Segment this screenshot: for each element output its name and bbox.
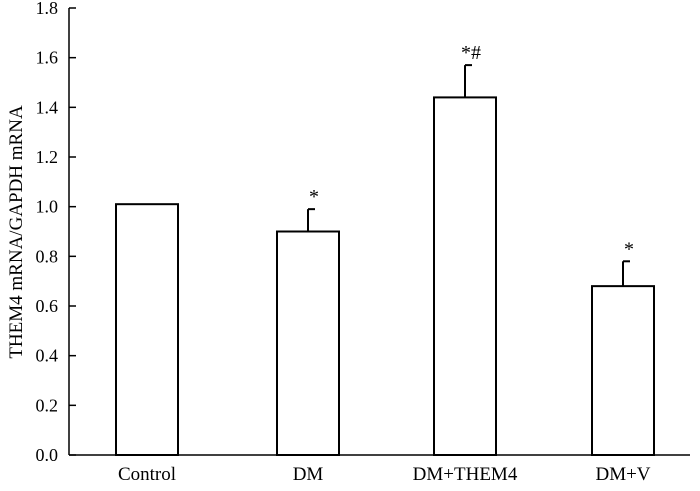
y-tick-label: 0.2 [36,395,59,415]
bar [433,96,497,457]
significance-marker: *# [461,42,481,64]
y-tick-label: 1.2 [36,147,59,167]
bars [115,64,655,457]
x-tick-label: Control [118,464,176,485]
y-tick-label: 1.4 [36,97,59,117]
bar [591,285,655,456]
significance-marker: * [624,238,634,260]
bar [115,203,179,456]
x-tick-label: DM+THEM4 [413,464,518,485]
y-tick-label: 1.0 [36,197,59,217]
y-tick-label: 0.6 [36,296,59,316]
bar [276,230,340,456]
x-tick-label: DM [293,464,324,485]
y-axis-label: THEM4 mRNA/GAPDH mRNA [6,105,27,359]
y-tick-label: 0.0 [36,445,59,465]
y-tick-label: 1.8 [36,0,59,18]
y-tick-label: 1.6 [36,48,59,68]
y-tick-label: 0.4 [36,346,59,366]
significance-marker: * [309,186,319,208]
labels: 0.0 0.2 0.4 0.6 0.8 1.0 1.2 1.4 1.6 1.8 Control * DM… [36,0,651,485]
y-tick-label: 0.8 [36,246,59,266]
x-tick-label: DM+V [595,464,650,485]
